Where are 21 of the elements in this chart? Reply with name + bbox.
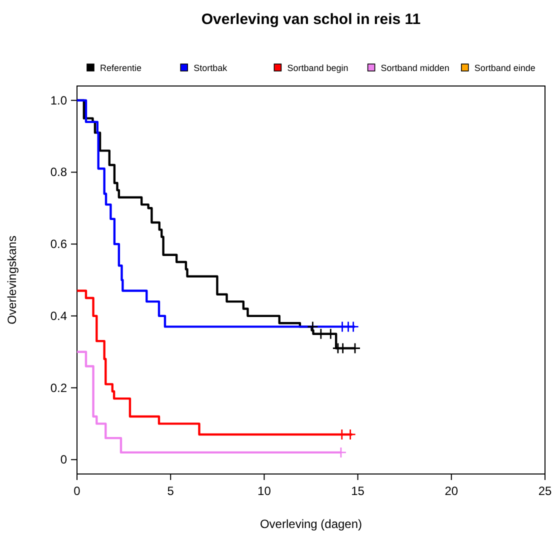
legend-label: Referentie (100, 63, 142, 73)
y-tick-label: 0.2 (50, 380, 68, 395)
chart-title: Overleving van schol in reis 11 (201, 11, 421, 28)
legend-label: Stortbak (194, 63, 228, 73)
x-tick-label: 0 (74, 484, 81, 498)
y-tick-label: 0.4 (50, 308, 68, 323)
y-tick-label: 0 (60, 452, 68, 467)
legend-label: Sortband begin (287, 63, 348, 73)
x-tick-label: 25 (538, 484, 552, 498)
x-tick-label: 10 (258, 484, 272, 498)
y-tick-label: 1.0 (50, 93, 68, 108)
legend-label: Sortband einde (474, 63, 536, 73)
point (306, 321, 318, 332)
x-tick-label: 5 (167, 484, 174, 498)
x-tick-label: 15 (351, 484, 365, 498)
y-tick-label: 0.8 (50, 165, 68, 180)
x-axis-title: Overleving (dagen) (260, 517, 362, 531)
legend-label: Sortband midden (380, 63, 450, 73)
y-tick-label: 0.6 (50, 237, 68, 252)
x-tick-label: 20 (444, 484, 458, 498)
y-axis-title: Overlevingskans (5, 236, 19, 324)
